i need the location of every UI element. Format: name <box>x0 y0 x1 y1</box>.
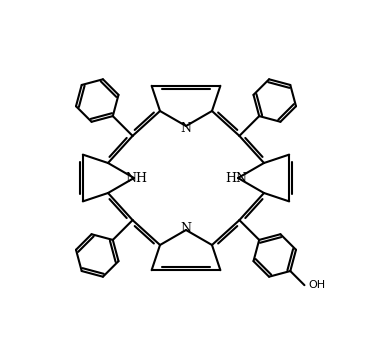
Text: N: N <box>180 221 192 234</box>
Text: HN: HN <box>225 171 247 184</box>
Text: NH: NH <box>125 171 147 184</box>
Text: OH: OH <box>308 280 326 290</box>
Text: N: N <box>180 122 192 135</box>
